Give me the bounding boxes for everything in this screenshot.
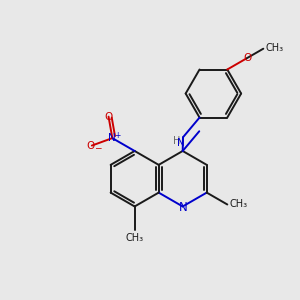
Text: N: N [177,138,185,148]
Text: N: N [179,201,188,214]
Text: +: + [114,130,121,140]
Text: O: O [243,52,251,63]
Text: H: H [173,136,181,146]
Text: CH₃: CH₃ [126,233,144,243]
Text: CH₃: CH₃ [265,43,284,53]
Text: O: O [104,112,113,122]
Text: N: N [109,133,116,143]
Text: CH₃: CH₃ [229,200,248,209]
Text: −: − [94,143,102,152]
Text: O: O [87,141,95,151]
